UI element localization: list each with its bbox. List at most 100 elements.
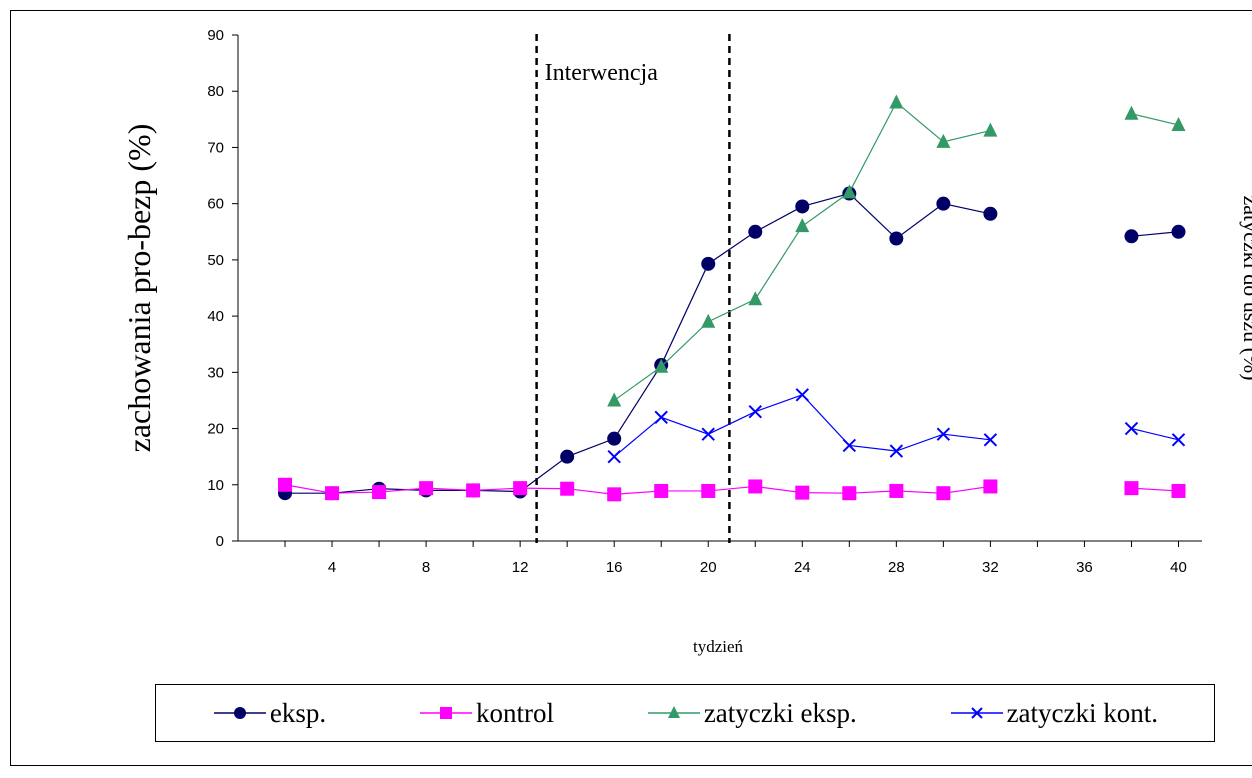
data-point <box>748 291 763 306</box>
series-line <box>1131 487 1179 492</box>
data-point <box>889 94 904 109</box>
legend-item-zatyczki-kont: zatyczki kont. <box>949 698 1158 729</box>
y-tick-label: 0 <box>216 533 224 550</box>
data-point <box>748 224 763 239</box>
legend-marker-kontrol <box>419 707 472 719</box>
data-point <box>325 486 340 501</box>
point-marker-stroke <box>889 444 904 458</box>
chart-frame <box>10 10 1252 766</box>
x-tick-label: 36 <box>1076 559 1093 576</box>
data-point <box>936 196 951 211</box>
y-tick-label: 60 <box>207 196 224 213</box>
data-point <box>654 410 668 425</box>
series-1 <box>278 477 1186 502</box>
data-point <box>795 388 809 402</box>
series-line <box>1131 113 1179 126</box>
data-point <box>936 486 951 501</box>
data-point <box>278 477 293 492</box>
data-point <box>607 392 622 407</box>
data-point <box>654 483 669 498</box>
plot-area <box>278 94 1186 502</box>
data-point <box>795 218 810 233</box>
chart-legend: eksp. kontrol zatyczki eksp. zatyczki ko… <box>155 684 1215 742</box>
x-tick-label: 8 <box>422 559 430 576</box>
point-marker-stroke <box>795 388 809 402</box>
intervention-annotation: Interwencja <box>545 60 659 86</box>
data-point <box>795 199 810 214</box>
data-point <box>466 483 481 498</box>
point-marker-stroke <box>654 410 668 425</box>
point-marker <box>970 707 983 719</box>
data-point <box>842 486 857 501</box>
series-line <box>284 484 991 495</box>
x-tick-label: 24 <box>794 559 811 576</box>
data-point <box>419 481 434 496</box>
data-point <box>372 485 387 500</box>
series-line <box>613 101 991 401</box>
data-point <box>607 487 622 502</box>
x-tick-label: 28 <box>888 559 905 576</box>
legend-item-kontrol: kontrol <box>418 698 554 729</box>
data-point <box>748 404 762 419</box>
legend-marker-zatyczki-kont <box>950 707 1003 719</box>
point-marker-stroke <box>607 449 621 464</box>
y-tick-label: 20 <box>207 421 224 438</box>
data-point <box>560 449 575 464</box>
intervention-lines <box>535 34 731 543</box>
data-point <box>1171 433 1186 447</box>
legend-label-zatyczki-kont: zatyczki kont. <box>1006 697 1159 728</box>
data-point <box>1124 421 1139 436</box>
data-point <box>748 479 763 494</box>
point-marker-stroke <box>1171 433 1186 447</box>
data-point <box>701 483 716 498</box>
data-point <box>842 184 857 199</box>
data-point <box>1124 105 1139 120</box>
point-marker-stroke <box>1124 421 1139 436</box>
data-point <box>1171 224 1186 239</box>
y-tick-label: 30 <box>207 364 224 381</box>
series-line <box>285 192 991 494</box>
chart-axes: 0 10 20 30 40 50 60 70 80 90 4 8 12 16 20 24 28 32 36 40 <box>207 27 1202 576</box>
legend-label-zatyczki-eksp: zatyczki eksp. <box>703 697 857 728</box>
legend-label-kontrol: kontrol <box>475 697 554 728</box>
legend-marker-zatyczki-eksp <box>647 706 700 718</box>
point-marker <box>439 707 452 719</box>
x-tick-label: 40 <box>1170 559 1187 576</box>
series-0 <box>278 186 1186 501</box>
y-tick-label: 50 <box>207 252 224 269</box>
x-axis-label: tydzień <box>693 637 744 656</box>
x-tick-label: 4 <box>328 559 336 576</box>
point-marker <box>667 706 680 718</box>
data-point <box>701 256 716 271</box>
x-tick-label: 12 <box>512 559 529 576</box>
data-point <box>889 483 904 498</box>
data-point <box>513 481 528 496</box>
y-tick-label: 80 <box>207 83 224 100</box>
point-marker-stroke <box>936 427 951 441</box>
x-tick-label: 32 <box>982 559 999 576</box>
legend-marker-eksp <box>213 707 266 719</box>
data-point <box>936 427 951 441</box>
data-point <box>654 358 669 373</box>
series-line <box>1131 231 1179 237</box>
data-point <box>1171 116 1186 131</box>
point-marker-stroke <box>748 404 762 419</box>
point-marker-stroke <box>701 427 715 441</box>
data-point <box>842 438 857 453</box>
data-point <box>701 313 716 328</box>
data-point <box>560 481 575 496</box>
data-point <box>1124 229 1139 244</box>
legend-item-eksp: eksp. <box>212 698 326 729</box>
data-point <box>795 485 810 500</box>
data-point <box>889 231 904 246</box>
y-axis-label: zachowania pro-bezp (%) <box>121 124 157 453</box>
series-3 <box>607 388 1186 464</box>
data-point <box>983 479 998 494</box>
data-point <box>936 133 951 148</box>
y-tick-label: 70 <box>207 139 224 156</box>
x-tick-label: 20 <box>700 559 717 576</box>
data-point <box>983 122 998 137</box>
legend-item-zatyczki-eksp: zatyczki eksp. <box>646 698 857 729</box>
data-point <box>983 433 998 447</box>
